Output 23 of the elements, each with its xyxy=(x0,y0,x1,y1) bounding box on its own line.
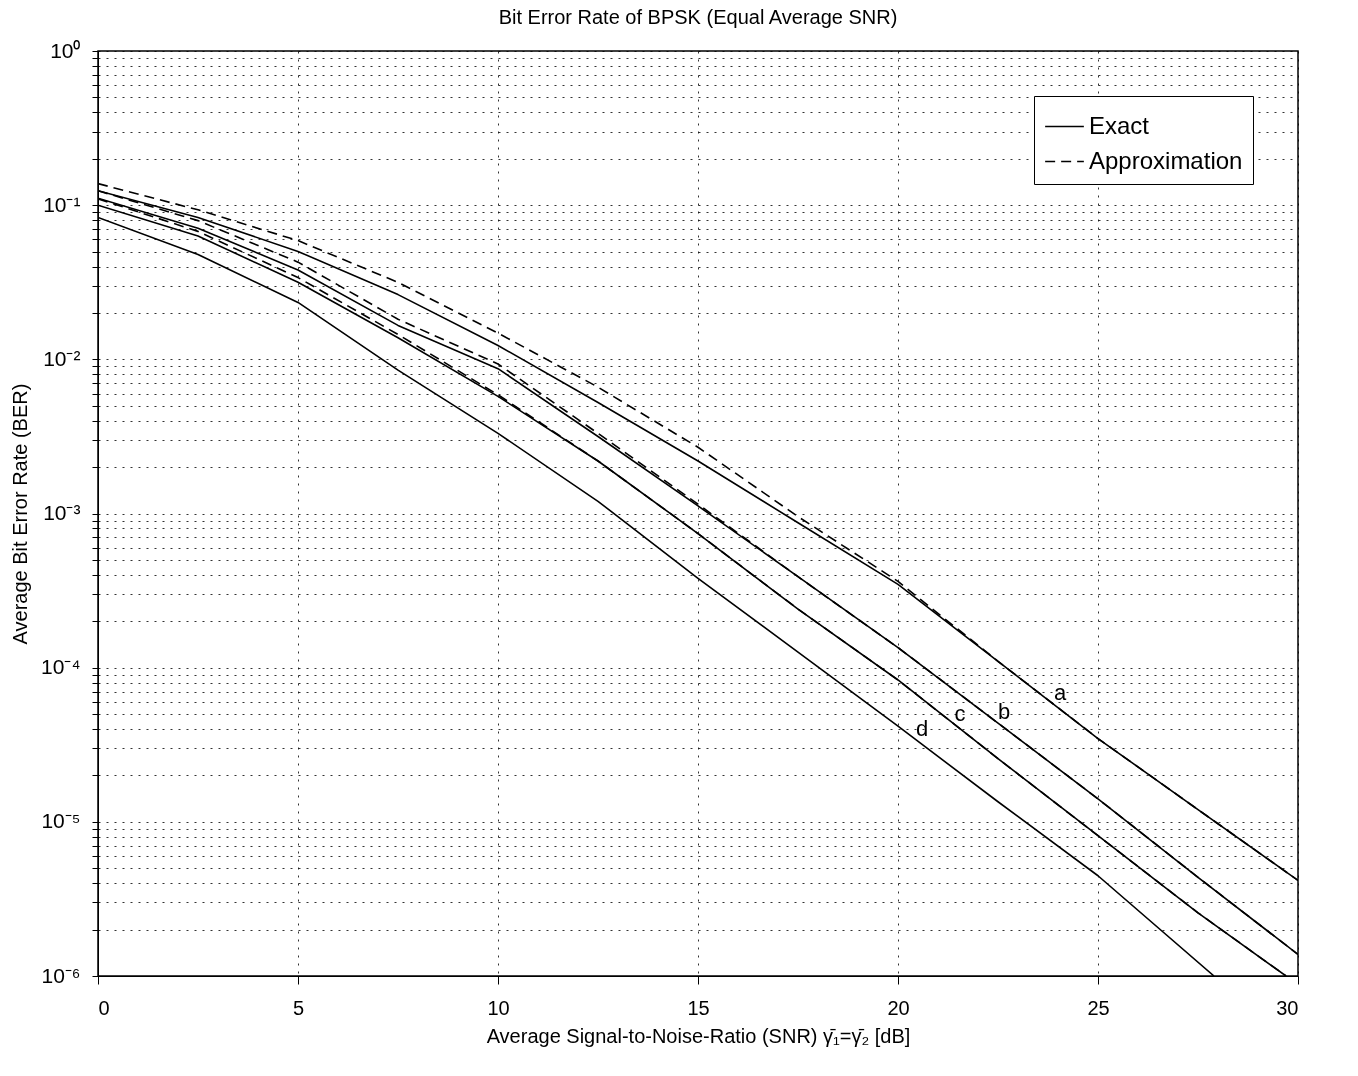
annotation: d xyxy=(915,715,929,741)
x-tick-label: 25 xyxy=(1087,996,1110,1019)
legend-label: Approximation xyxy=(1089,146,1243,174)
y-axis-title: Average Bit Error Rate (BER) xyxy=(9,383,32,645)
x-tick-label: 20 xyxy=(887,996,910,1019)
x-tick-label: 30 xyxy=(1276,996,1299,1019)
chart-title: Bit Error Rate of BPSK (Equal Average SNR) xyxy=(498,6,898,28)
x-tick-label: 15 xyxy=(687,996,710,1019)
x-tick-label: 5 xyxy=(292,996,305,1019)
legend-label: Exact xyxy=(1089,111,1150,139)
y-tick-label: 10⁰ xyxy=(50,38,81,62)
y-tick-label: 10⁻³ xyxy=(43,501,81,524)
x-tick-label: 0 xyxy=(98,996,110,1019)
annotation: b xyxy=(997,699,1011,725)
x-tick-label: 10 xyxy=(487,996,510,1019)
y-tick-label: 10⁻¹ xyxy=(43,192,81,216)
x-axis-title: Average Signal-to-Noise-Ratio (SNR) γ̄₁=γ̄₂ [dB] xyxy=(486,1024,911,1047)
y-tick-label: 10⁻⁴ xyxy=(41,655,81,679)
annotation: a xyxy=(1053,679,1067,705)
annotation: c xyxy=(954,700,966,726)
y-tick-label: 10⁻² xyxy=(43,346,81,370)
y-tick-label: 10⁻⁵ xyxy=(41,809,81,833)
y-tick-label: 10⁻⁶ xyxy=(41,963,81,987)
